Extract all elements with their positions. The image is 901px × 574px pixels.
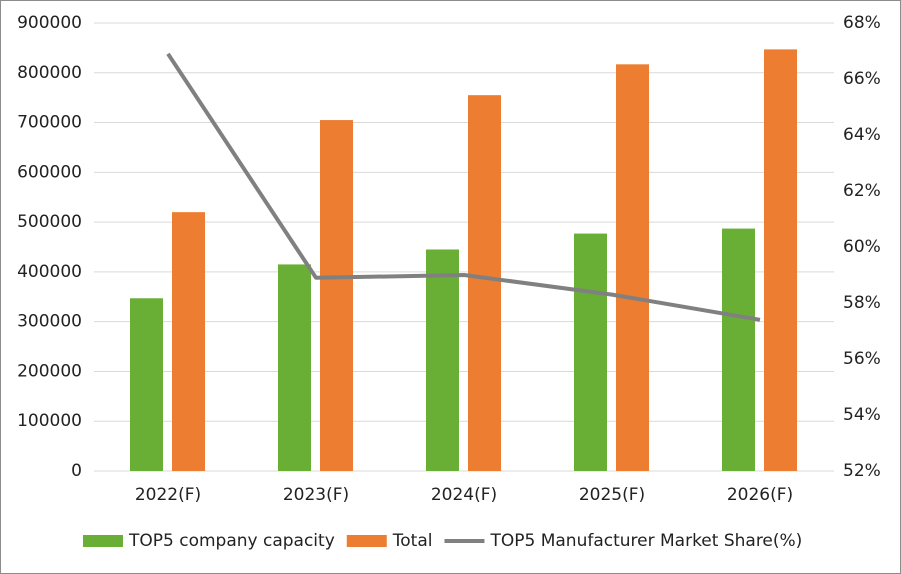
legend-swatch bbox=[83, 535, 123, 547]
bar bbox=[574, 233, 607, 471]
y2-tick-label: 62% bbox=[843, 181, 881, 201]
x-tick-label: 2022(F) bbox=[135, 485, 201, 505]
y-tick-label: 600000 bbox=[17, 162, 82, 182]
line bbox=[166, 52, 761, 322]
bar bbox=[722, 228, 755, 471]
bar bbox=[320, 120, 353, 472]
y-tick-label: 800000 bbox=[17, 63, 82, 83]
y2-tick-label: 66% bbox=[843, 69, 881, 89]
x-tick-label: 2026(F) bbox=[727, 485, 793, 505]
y-tick-label: 700000 bbox=[17, 113, 82, 133]
y2-tick-label: 68% bbox=[843, 13, 881, 33]
bar bbox=[764, 49, 797, 471]
bar bbox=[172, 212, 205, 471]
y2-tick-label: 60% bbox=[843, 237, 881, 257]
y-tick-label: 0 bbox=[71, 461, 82, 481]
legend-label: TOP5 company capacity bbox=[128, 531, 335, 551]
y-tick-label: 300000 bbox=[17, 312, 82, 332]
bar bbox=[616, 64, 649, 471]
bar bbox=[130, 298, 163, 471]
x-tick-label: 2024(F) bbox=[431, 485, 497, 505]
y2-tick-label: 56% bbox=[843, 349, 881, 369]
bar bbox=[426, 249, 459, 471]
y2-tick-label: 58% bbox=[843, 293, 881, 313]
y-tick-label: 200000 bbox=[17, 361, 82, 381]
y2-tick-label: 52% bbox=[843, 461, 881, 481]
bar bbox=[278, 264, 311, 471]
y2-tick-label: 64% bbox=[843, 125, 881, 145]
y-tick-label: 900000 bbox=[17, 13, 82, 33]
legend-label: TOP5 Manufacturer Market Share(%) bbox=[489, 531, 802, 551]
x-tick-label: 2025(F) bbox=[579, 485, 645, 505]
y-tick-label: 400000 bbox=[17, 262, 82, 282]
legend-label: Total bbox=[392, 531, 433, 551]
bar bbox=[468, 95, 501, 471]
y-tick-label: 500000 bbox=[17, 212, 82, 232]
legend-swatch bbox=[346, 535, 387, 547]
y2-tick-label: 54% bbox=[843, 405, 881, 425]
y-tick-label: 100000 bbox=[17, 411, 82, 431]
x-tick-label: 2023(F) bbox=[283, 485, 349, 505]
